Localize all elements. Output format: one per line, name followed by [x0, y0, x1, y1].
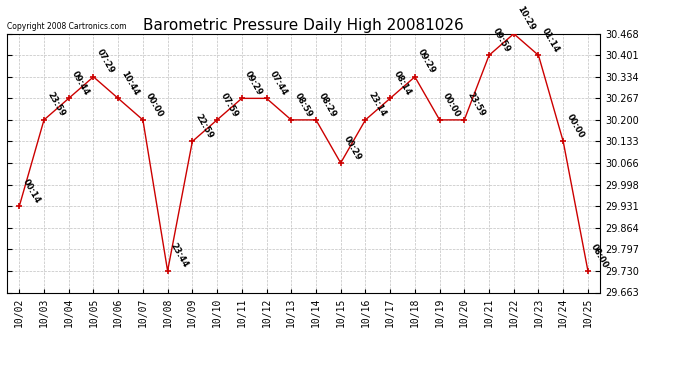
Text: 09:59: 09:59: [491, 27, 511, 54]
Text: 09:29: 09:29: [416, 48, 437, 75]
Text: 22:59: 22:59: [194, 112, 215, 140]
Text: 00:00: 00:00: [441, 91, 462, 118]
Title: Barometric Pressure Daily High 20081026: Barometric Pressure Daily High 20081026: [144, 18, 464, 33]
Text: Copyright 2008 Cartronics.com: Copyright 2008 Cartronics.com: [7, 22, 126, 31]
Text: 00:14: 00:14: [21, 177, 42, 205]
Text: 08:59: 08:59: [293, 91, 314, 118]
Text: 23:44: 23:44: [169, 242, 190, 270]
Text: 00:00: 00:00: [144, 91, 166, 118]
Text: 00:00: 00:00: [564, 113, 586, 140]
Text: 10:29: 10:29: [515, 5, 536, 32]
Text: 23:59: 23:59: [466, 91, 487, 118]
Text: 08:29: 08:29: [317, 91, 338, 118]
Text: 00:29: 00:29: [342, 134, 363, 162]
Text: 08:00: 08:00: [589, 242, 611, 270]
Text: 01:14: 01:14: [540, 26, 561, 54]
Text: 09:29: 09:29: [243, 69, 264, 97]
Text: 10:44: 10:44: [119, 69, 141, 97]
Text: 07:29: 07:29: [95, 48, 116, 75]
Text: 09:44: 09:44: [70, 69, 91, 97]
Text: 07:59: 07:59: [219, 91, 239, 118]
Text: 08:14: 08:14: [391, 69, 413, 97]
Text: 07:44: 07:44: [268, 69, 289, 97]
Text: 23:14: 23:14: [367, 91, 388, 118]
Text: 23:59: 23:59: [46, 91, 66, 118]
